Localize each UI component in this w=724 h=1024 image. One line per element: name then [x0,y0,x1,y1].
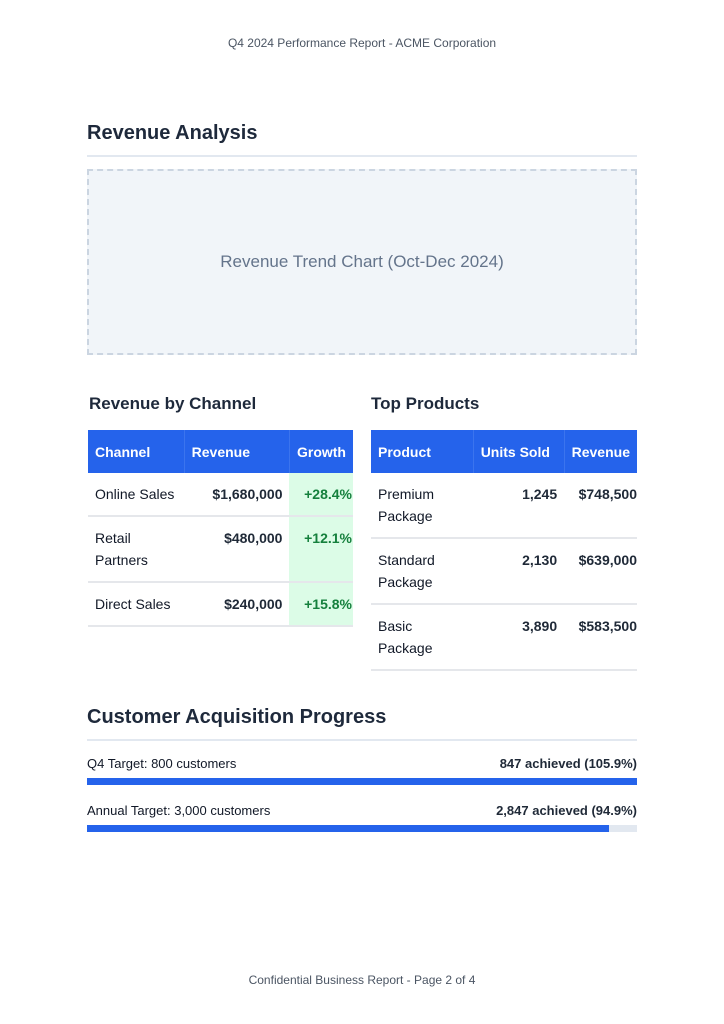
product-cell: Premium Package [371,473,474,539]
growth-cell: +12.1% [289,516,353,583]
growth-cell: +15.8% [289,582,353,627]
column-header: Product [371,430,474,473]
column-header: Growth [289,430,353,473]
revenue-cell: $240,000 [184,582,290,627]
revenue-cell: $583,500 [564,604,637,671]
progress-row: Q4 Target: 800 customers 847 achieved (10… [87,756,637,771]
growth-cell: +28.4% [289,473,353,517]
progress-fill [87,778,637,785]
progress-row: Annual Target: 3,000 customers 2,847 achi… [87,803,637,818]
units-cell: 3,890 [473,604,565,671]
revenue-cell: $639,000 [564,538,637,605]
progress-value: 847 achieved (105.9%) [499,756,637,771]
units-cell: 1,245 [473,473,565,539]
column-header: Channel [88,430,185,473]
table-row: Retail Partners $480,000 +12.1% [88,516,353,583]
chart-placeholder-label: Revenue Trend Chart (Oct-Dec 2024) [220,252,504,271]
progress-label: Q4 Target: 800 customers [87,756,237,771]
table-row: Direct Sales $240,000 +15.8% [88,582,353,627]
chart-placeholder: Revenue Trend Chart (Oct-Dec 2024) [87,169,637,355]
units-cell: 2,130 [473,538,565,605]
progress-label: Annual Target: 3,000 customers [87,803,271,818]
progress-value: 2,847 achieved (94.9%) [496,803,637,818]
revenue-cell: $480,000 [184,516,290,583]
page-header: Q4 2024 Performance Report - ACME Corpor… [227,36,497,50]
progress-bar [87,825,637,832]
column-header: Units Sold [473,430,565,473]
channel-cell: Direct Sales [88,582,185,627]
revenue-analysis-heading: Revenue Analysis [87,122,637,157]
table-row: Standard Package 2,130 $639,000 [371,538,637,605]
revenue-cell: $1,680,000 [184,473,290,517]
column-header: Revenue [184,430,290,473]
progress-bar [87,778,637,785]
revenue-cell: $748,500 [564,473,637,539]
table-row: Basic Package 3,890 $583,500 [371,604,637,671]
product-cell: Basic Package [371,604,474,671]
page-footer: Confidential Business Report - Page 2 of… [248,973,476,987]
product-cell: Standard Package [371,538,474,605]
table-row: Premium Package 1,245 $748,500 [371,473,637,539]
channel-table: Channel Revenue Growth Online Sales $1,68… [88,430,353,627]
table-row: Online Sales $1,680,000 +28.4% [88,473,353,517]
channel-heading: Revenue by Channel [89,394,257,413]
column-header: Revenue [564,430,637,473]
products-heading: Top Products [371,394,480,413]
channel-cell: Online Sales [88,473,185,517]
products-table: Product Units Sold Revenue Premium Packa… [371,430,637,671]
acquisition-heading: Customer Acquisition Progress [87,706,637,741]
channel-cell: Retail Partners [88,516,185,583]
progress-fill [87,825,609,832]
